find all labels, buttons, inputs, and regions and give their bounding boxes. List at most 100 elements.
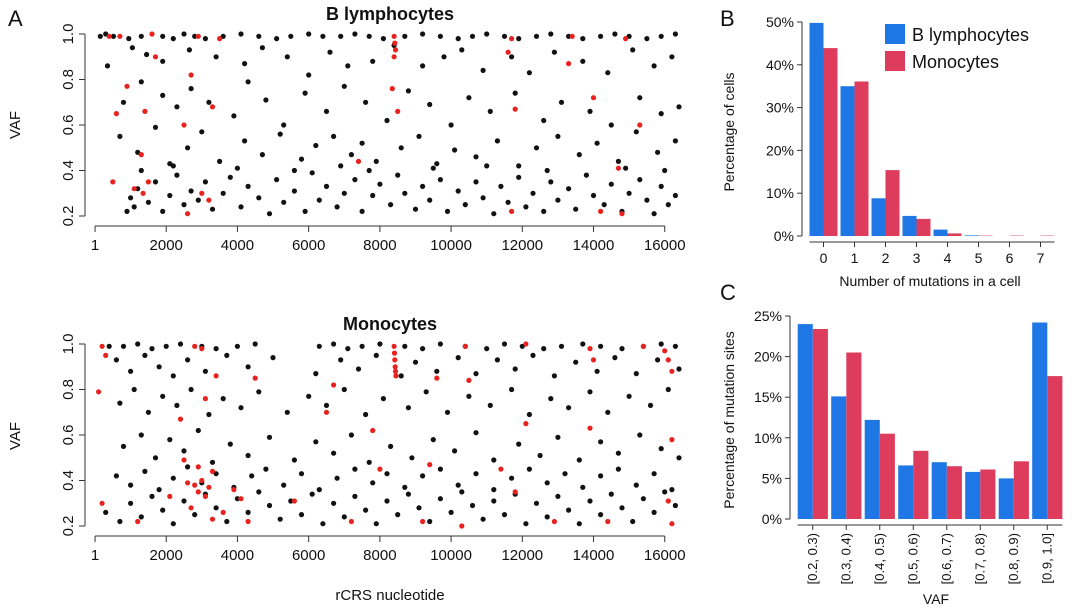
data-point-black	[555, 197, 561, 203]
data-point-black	[587, 389, 593, 395]
data-point-black	[444, 409, 451, 415]
y-tick-label: 0.8	[60, 379, 77, 400]
data-point-black	[160, 507, 166, 513]
data-point-black	[494, 357, 500, 363]
data-point-black	[135, 341, 141, 347]
data-point-red	[195, 489, 201, 495]
data-point-red	[124, 83, 130, 89]
data-point-black	[149, 346, 155, 352]
data-point-black	[533, 500, 540, 506]
data-point-black	[662, 489, 668, 495]
data-point-black	[548, 179, 554, 185]
data-point-black	[412, 206, 419, 212]
data-point-red	[231, 487, 237, 493]
data-point-black	[459, 47, 465, 53]
x-tick-label: 10000	[430, 237, 472, 254]
data-point-black	[405, 491, 411, 497]
data-point-red	[99, 500, 105, 506]
data-point-black	[509, 475, 515, 481]
y-tick-label: 0.2	[60, 206, 77, 227]
data-point-black	[473, 154, 479, 160]
data-point-black	[505, 199, 511, 205]
x-tick-label: [0.7, 0.8)	[972, 533, 987, 584]
data-point-black	[167, 192, 173, 199]
x-axis: [0.2, 0.3) [0.3, 0.4) [0.4, 0.5) [0.5, 0.6)…	[797, 524, 1063, 584]
data-point-black	[117, 518, 123, 525]
scatter-title: B lymphocytes	[326, 4, 454, 24]
data-point-black	[256, 389, 262, 395]
x-tick-label: 16000	[644, 547, 686, 564]
data-point-black	[462, 202, 468, 208]
data-point-black	[348, 432, 354, 438]
x-tick-label: 7	[1037, 250, 1045, 266]
data-point-black	[402, 343, 408, 349]
data-point-red	[590, 95, 597, 101]
data-point-red	[566, 61, 572, 67]
data-point-red	[131, 186, 137, 192]
x-tick-label: 4000	[221, 547, 254, 564]
x-tick-label: 5	[975, 250, 983, 266]
data-point-red	[291, 498, 297, 504]
data-point-black	[106, 343, 112, 349]
data-point-red	[637, 122, 643, 128]
data-point-black	[145, 409, 151, 415]
data-point-black	[516, 36, 522, 42]
data-point-black	[117, 133, 123, 139]
bar-monocytes	[846, 352, 862, 519]
y-tick-label: 0.6	[60, 425, 77, 446]
data-point-black	[480, 67, 486, 73]
data-point-black	[138, 514, 144, 520]
data-point-red	[149, 31, 155, 37]
data-point-black	[530, 352, 536, 358]
data-point-red	[140, 190, 146, 196]
data-point-black	[370, 480, 376, 486]
data-point-red	[512, 106, 518, 112]
data-point-red	[623, 36, 629, 42]
bar-monocytes	[812, 329, 828, 519]
data-point-black	[644, 197, 650, 203]
data-point-black	[181, 31, 187, 37]
data-point-red	[110, 179, 116, 185]
bar-b-lymphocytes	[998, 478, 1014, 519]
x-tick-label: 12000	[501, 547, 543, 564]
x-tick-label: 14000	[573, 547, 615, 564]
data-point-red	[209, 468, 216, 474]
data-point-black	[590, 192, 597, 199]
data-point-black	[651, 63, 657, 69]
data-point-black	[676, 104, 682, 110]
data-point-black	[327, 49, 333, 55]
points	[96, 341, 682, 529]
data-point-black	[309, 491, 315, 497]
data-point-black	[501, 33, 508, 39]
data-point-black	[316, 343, 322, 349]
data-point-black	[452, 448, 458, 454]
y-tick-label: 30%	[766, 100, 794, 116]
data-point-black	[608, 122, 614, 128]
data-point-black	[366, 459, 372, 465]
data-point-black	[526, 70, 533, 76]
data-point-black	[605, 409, 611, 415]
data-point-black	[523, 521, 529, 527]
data-point-black	[373, 352, 379, 358]
data-point-black	[103, 509, 109, 515]
data-point-black	[655, 149, 661, 155]
data-point-black	[120, 99, 127, 105]
data-point-black	[160, 208, 166, 214]
data-point-black	[573, 206, 579, 212]
data-point-black	[555, 493, 561, 499]
data-point-black	[373, 158, 379, 164]
data-point-black	[320, 521, 326, 527]
data-point-black	[566, 507, 572, 513]
data-point-black	[630, 518, 636, 525]
data-point-red	[99, 343, 105, 349]
data-point-black	[227, 441, 233, 447]
data-point-black	[512, 366, 518, 372]
data-point-red	[185, 480, 191, 486]
data-point-black	[544, 480, 550, 486]
data-point-black	[341, 83, 347, 89]
data-point-black	[420, 183, 426, 189]
data-point-black	[619, 505, 625, 511]
data-point-black	[227, 174, 233, 180]
data-point-black	[583, 172, 590, 178]
data-point-black	[420, 31, 426, 37]
